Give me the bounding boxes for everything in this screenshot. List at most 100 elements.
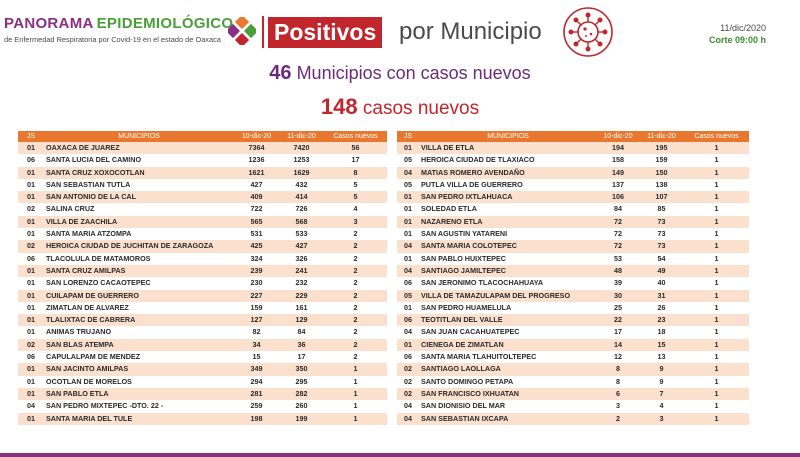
- cell-js: 06: [18, 154, 44, 167]
- table-row: 02 HEROICA CIUDAD DE JUCHITAN DE ZARAGOZA…: [18, 240, 387, 253]
- cell-10-dic: 72: [597, 215, 639, 229]
- cell-municipio: SAN SEBASTIAN IXCAPA: [419, 412, 597, 425]
- cell-municipio: SANTA MARIA COLOTEPEC: [419, 240, 597, 253]
- table-row: 01 ZIMATLAN DE ALVAREZ 159 161 2: [18, 301, 387, 315]
- header-casos-nuevos: Casos nuevos: [324, 131, 387, 142]
- table-left: JS MUNICIPIOS 10-dic-20 11-dic-20 Casos …: [18, 131, 387, 425]
- cell-10-dic: 259: [234, 400, 279, 413]
- table-header-row: JS MUNICIPIOS 10-dic-20 11-dic-20 Casos …: [18, 131, 387, 142]
- cell-11-dic: 150: [639, 166, 684, 179]
- cell-10-dic: 48: [597, 264, 639, 278]
- cell-11-dic: 195: [639, 142, 684, 155]
- cell-municipio: SANTA CRUZ XOXOCOTLAN: [44, 166, 234, 179]
- cell-11-dic: 1629: [279, 166, 324, 179]
- cell-js: 01: [397, 191, 419, 204]
- cell-10-dic: 194: [597, 142, 639, 155]
- cell-js: 01: [397, 215, 419, 229]
- cell-municipio: SAN JERONIMO TLACOCHAHUAYA: [419, 277, 597, 290]
- cell-casos-nuevos: 2: [324, 289, 387, 302]
- cell-municipio: SAN DIONISIO DEL MAR: [419, 400, 597, 413]
- cell-casos-nuevos: 2: [324, 338, 387, 352]
- cell-10-dic: 84: [597, 203, 639, 216]
- cell-casos-nuevos: 1: [684, 203, 749, 216]
- cell-municipio: SANTA MARIA ATZOMPA: [44, 228, 234, 241]
- cell-municipio: ZIMATLAN DE ALVAREZ: [44, 301, 234, 315]
- cell-10-dic: 7364: [234, 142, 279, 155]
- cases-count: 148: [320, 94, 358, 119]
- cell-municipio: CIENEGA DE ZIMATLAN: [419, 338, 597, 352]
- table-row: 05 PUTLA VILLA DE GUERRERO 137 138 1: [397, 178, 749, 192]
- table-row: 01 SANTA CRUZ XOXOCOTLAN 1621 1629 8: [18, 166, 387, 179]
- table-row: 01 CIENEGA DE ZIMATLAN 14 15 1: [397, 338, 749, 352]
- cell-11-dic: 533: [279, 228, 324, 241]
- cell-11-dic: 260: [279, 400, 324, 413]
- cell-js: 06: [397, 314, 419, 327]
- cell-js: 01: [18, 178, 44, 192]
- brand-word-panorama: PANORAMA: [4, 15, 94, 32]
- table-row: 01 SAN AGUSTIN YATARENI 72 73 1: [397, 228, 749, 241]
- cell-js: 01: [18, 228, 44, 241]
- cell-js: 01: [397, 252, 419, 265]
- municipios-count: 46: [269, 62, 292, 84]
- header-js: JS: [18, 131, 44, 142]
- cell-11-dic: 4: [639, 400, 684, 413]
- cell-js: 04: [397, 400, 419, 413]
- cell-11-dic: 1253: [279, 154, 324, 167]
- cell-municipio: CAPULALPAM DE MENDEZ: [44, 351, 234, 364]
- cell-11-dic: 241: [279, 264, 324, 278]
- cell-10-dic: 137: [597, 178, 639, 192]
- cell-municipio: NAZARENO ETLA: [419, 215, 597, 229]
- cell-casos-nuevos: 4: [324, 203, 387, 216]
- brand-title: PANORAMA EPIDEMIOLÓGICO: [4, 15, 233, 32]
- cell-js: 01: [397, 301, 419, 315]
- cell-js: 02: [397, 387, 419, 401]
- cell-casos-nuevos: 1: [684, 314, 749, 327]
- table-row: 02 SANTIAGO LAOLLAGA 8 9 1: [397, 363, 749, 376]
- table-right: JS MUNICIPIOS 10-dic-20 11-dic-20 Casos …: [397, 131, 749, 425]
- cell-municipio: SOLEDAD ETLA: [419, 203, 597, 216]
- cell-casos-nuevos: 1: [684, 228, 749, 241]
- cell-10-dic: 425: [234, 240, 279, 253]
- cell-casos-nuevos: 2: [324, 264, 387, 278]
- cell-municipio: SANTA LUCIA DEL CAMINO: [44, 154, 234, 167]
- cell-casos-nuevos: 1: [684, 264, 749, 278]
- report-date: 11/dic/2020 Corte 09:00 h: [709, 22, 766, 46]
- cell-js: 01: [18, 375, 44, 388]
- table-row: 01 SAN PABLO HUIXTEPEC 53 54 1: [397, 252, 749, 265]
- table-row: 01 TLALIXTAC DE CABRERA 127 129 2: [18, 314, 387, 327]
- table-row: 06 CAPULALPAM DE MENDEZ 15 17 2: [18, 351, 387, 364]
- header-casos-nuevos: Casos nuevos: [684, 131, 749, 142]
- cell-js: 01: [18, 166, 44, 179]
- cell-casos-nuevos: 1: [324, 412, 387, 425]
- cell-js: 01: [18, 277, 44, 290]
- cell-casos-nuevos: 1: [684, 166, 749, 179]
- cell-11-dic: 7: [639, 387, 684, 401]
- cell-11-dic: 7420: [279, 142, 324, 155]
- cell-municipio: SAN SEBASTIAN TUTLA: [44, 178, 234, 192]
- cell-casos-nuevos: 1: [684, 289, 749, 302]
- cell-11-dic: 568: [279, 215, 324, 229]
- cell-js: 01: [18, 363, 44, 376]
- cell-11-dic: 295: [279, 375, 324, 388]
- cell-municipio: SAN PABLO HUIXTEPEC: [419, 252, 597, 265]
- cell-municipio: OCOTLAN DE MORELOS: [44, 375, 234, 388]
- cell-10-dic: 22: [597, 314, 639, 327]
- cell-municipio: VILLA DE TAMAZULAPAM DEL PROGRESO: [419, 289, 597, 302]
- cell-municipio: CUILAPAM DE GUERRERO: [44, 289, 234, 302]
- cell-municipio: HEROICA CIUDAD DE TLAXIACO: [419, 154, 597, 167]
- cell-10-dic: 159: [234, 301, 279, 315]
- cell-10-dic: 8: [597, 375, 639, 388]
- municipios-text: Municipios con casos nuevos: [296, 63, 531, 83]
- cell-casos-nuevos: 56: [324, 142, 387, 155]
- cell-10-dic: 294: [234, 375, 279, 388]
- cell-municipio: MATIAS ROMERO AVENDAÑO: [419, 166, 597, 179]
- cell-casos-nuevos: 17: [324, 154, 387, 167]
- cell-casos-nuevos: 1: [684, 191, 749, 204]
- cell-10-dic: 239: [234, 264, 279, 278]
- cell-10-dic: 324: [234, 252, 279, 265]
- cell-municipio: SANTA MARIA DEL TULE: [44, 412, 234, 425]
- cell-js: 01: [18, 314, 44, 327]
- cell-casos-nuevos: 2: [324, 351, 387, 364]
- cell-10-dic: 149: [597, 166, 639, 179]
- table-row: 04 SAN SEBASTIAN IXCAPA 2 3 1: [397, 412, 749, 425]
